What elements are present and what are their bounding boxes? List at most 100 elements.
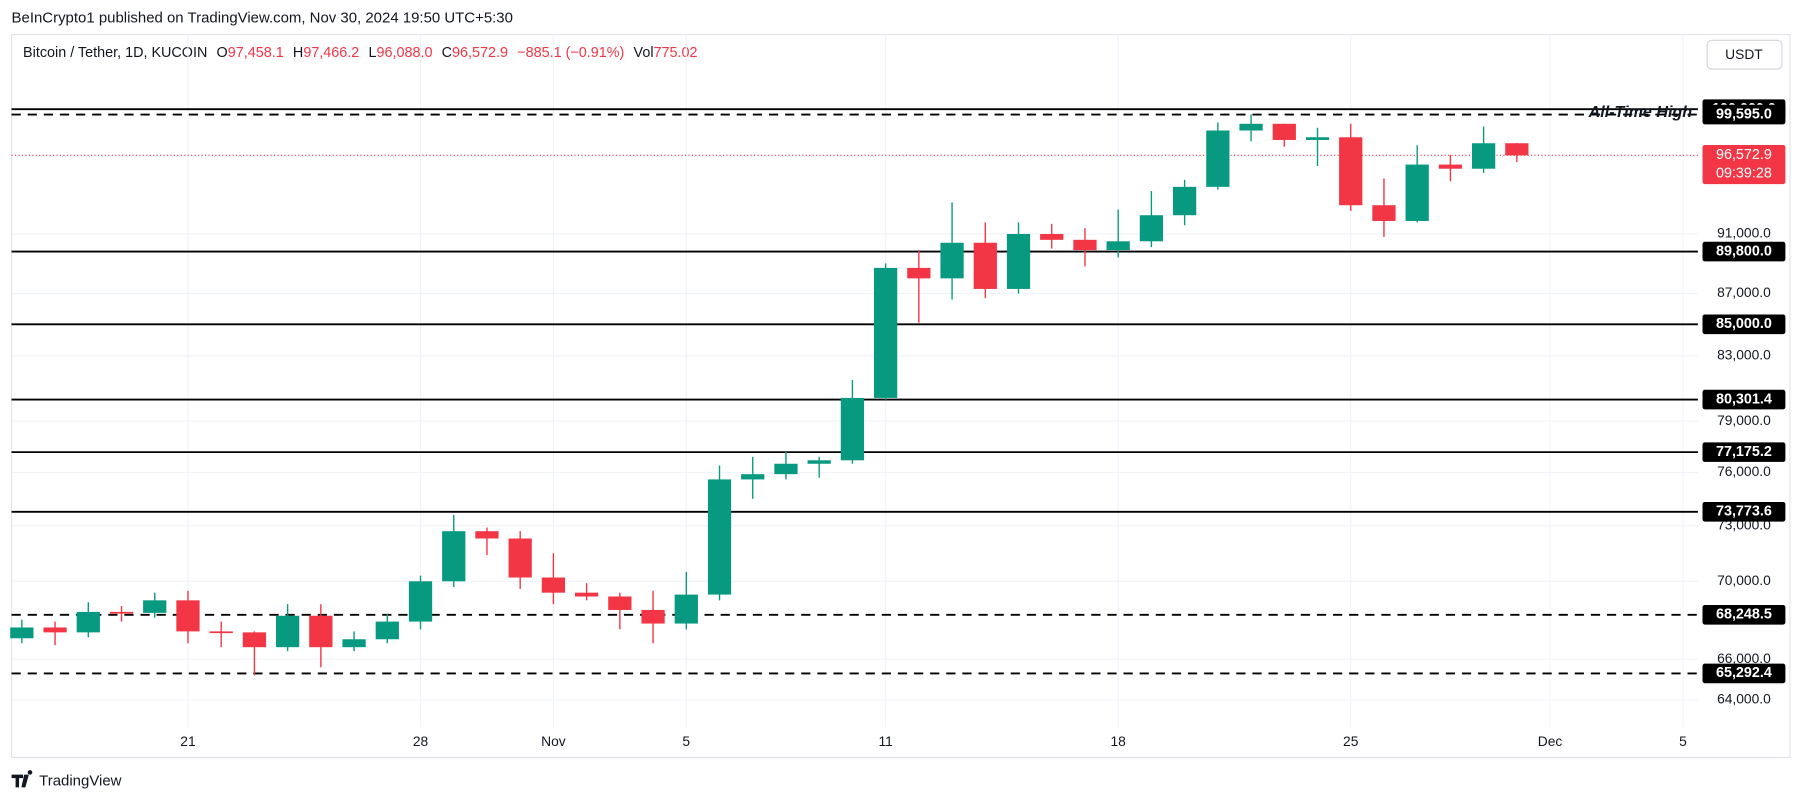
- candle-body: [541, 577, 566, 593]
- candle-body: [973, 242, 997, 289]
- y-tick-label: 87,000.0: [1717, 284, 1771, 300]
- candle-body: [76, 611, 100, 633]
- legend-key: C: [442, 45, 452, 61]
- candle-body: [1372, 205, 1396, 221]
- x-tick-label: 18: [1111, 733, 1127, 749]
- x-tick-label: 28: [413, 733, 429, 749]
- candle-body: [1139, 215, 1164, 242]
- legend-key: L: [369, 45, 377, 61]
- x-tick-label: Nov: [541, 733, 566, 749]
- candle-body: [1405, 164, 1429, 221]
- candle-body: [43, 627, 67, 633]
- candle-body: [1040, 233, 1064, 240]
- currency-button[interactable]: [1706, 39, 1783, 70]
- candle-body: [375, 621, 399, 640]
- legend-value: −885.1 (−0.91%): [517, 45, 624, 61]
- level-label-box: [1702, 605, 1786, 625]
- candle-body: [608, 596, 632, 610]
- level-label: 77,175.2: [1716, 444, 1772, 460]
- level-label: 68,248.5: [1716, 607, 1772, 623]
- footer-logo: [11, 770, 33, 788]
- candle-body: [1272, 123, 1296, 140]
- candle-body: [1505, 143, 1529, 156]
- candle-body: [1172, 186, 1197, 216]
- x-tick-label: Dec: [1538, 733, 1563, 749]
- symbol: Bitcoin / Tether, 1D, KUCOIN: [23, 45, 207, 61]
- symbol-legend: Bitcoin / Tether, 1D, KUCOIN O97,458.1 H97…: [23, 45, 697, 61]
- x-tick-label: 21: [180, 733, 195, 749]
- candle-body: [10, 627, 34, 639]
- y-tick-label: 64,000.0: [1717, 691, 1771, 707]
- candle-body: [1339, 137, 1363, 206]
- candle-body: [475, 531, 499, 539]
- candle-body: [807, 460, 831, 464]
- currency-label[interactable]: USDT: [1725, 46, 1763, 62]
- candle-body: [209, 631, 233, 634]
- legend-key: H: [293, 45, 303, 61]
- candle-body: [907, 267, 931, 279]
- candle-body: [408, 581, 433, 622]
- candle-body: [1305, 137, 1330, 140]
- level-label-box: [1702, 104, 1786, 125]
- level-label-box: [1702, 442, 1786, 462]
- level-label-box: [1702, 663, 1786, 684]
- candle-body: [1438, 164, 1463, 169]
- level-label: 65,292.4: [1716, 665, 1772, 681]
- publisher-line: BeInCrypto1 published on TradingView.com…: [12, 9, 513, 26]
- candle-body: [641, 609, 665, 624]
- footer-brand: TradingView: [39, 773, 121, 790]
- candle-body: [1239, 123, 1263, 131]
- candle-body: [940, 242, 964, 279]
- candle-body: [741, 474, 765, 480]
- legend-value: 96,572.9: [452, 45, 508, 61]
- candle-body: [1073, 239, 1097, 251]
- level-label: 73,773.6: [1716, 504, 1772, 520]
- candle-body: [176, 600, 200, 632]
- candle-body: [1206, 130, 1230, 187]
- x-tick-label: 5: [682, 733, 690, 749]
- legend-value: 96,088.0: [377, 45, 433, 61]
- last-price-label: 96,572.9: [1716, 147, 1772, 163]
- candle-body: [707, 479, 732, 595]
- y-tick-label: 79,000.0: [1717, 412, 1771, 428]
- y-tick-label: 66,000.0: [1717, 650, 1771, 666]
- candle-body: [508, 538, 532, 578]
- last-price-box: [1702, 144, 1786, 185]
- candle-body: [873, 267, 898, 398]
- x-tick-label: 11: [878, 733, 892, 749]
- legend-value: 97,466.2: [303, 45, 359, 61]
- legend-key: O: [217, 45, 228, 61]
- candle-body: [1471, 143, 1496, 169]
- legend-value: 775.02: [654, 45, 698, 61]
- level-label-box: [1702, 314, 1786, 335]
- candle-body: [242, 632, 267, 648]
- legend-value: 97,458.1: [228, 45, 284, 61]
- candle-body: [342, 639, 366, 648]
- level-label: 99,595.0: [1716, 106, 1772, 122]
- legend-key: Vol: [634, 45, 654, 61]
- candle-body: [840, 397, 865, 461]
- level-label: 89,800.0: [1716, 243, 1772, 259]
- candle-body: [309, 615, 333, 648]
- x-tick-label: 5: [1679, 733, 1687, 749]
- candle-body: [575, 592, 599, 597]
- candle-body: [774, 463, 798, 475]
- level-label-box: [1702, 389, 1786, 410]
- level-label-box: [1702, 241, 1786, 262]
- level-label: 80,301.4: [1716, 391, 1772, 407]
- candle-body: [674, 594, 698, 624]
- candle-body: [1006, 233, 1031, 289]
- candle-body: [442, 531, 466, 582]
- x-tick-label: 25: [1343, 733, 1359, 749]
- chart-frame: [10, 33, 1791, 758]
- logo-icon: [11, 770, 33, 788]
- y-tick-label: 76,000.0: [1717, 463, 1771, 479]
- y-tick-label: 70,000.0: [1717, 572, 1771, 588]
- y-tick-label: 91,000.0: [1717, 225, 1771, 241]
- y-tick-label: 83,000.0: [1717, 346, 1771, 362]
- level-label: 85,000.0: [1716, 316, 1772, 332]
- annotation: All-Time High: [1588, 103, 1693, 121]
- level-label-box: [1702, 501, 1786, 522]
